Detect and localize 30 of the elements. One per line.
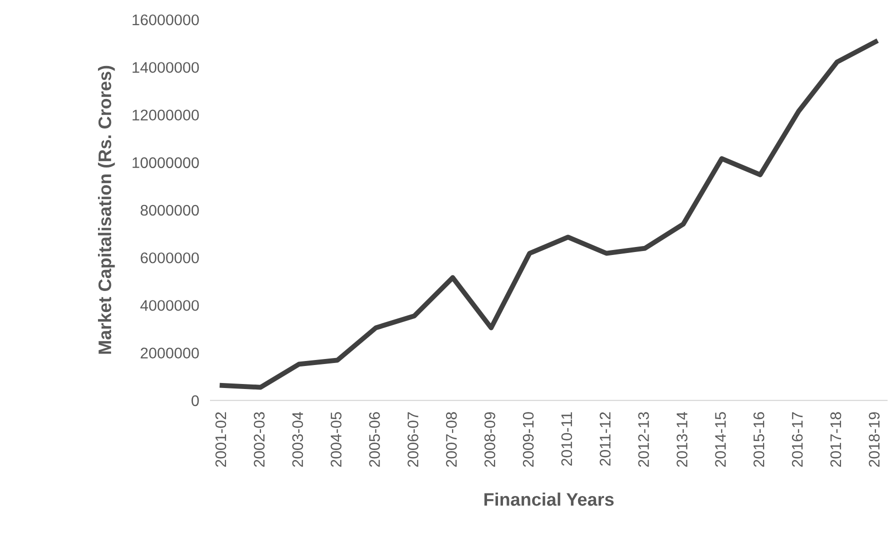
x-tick-label: 2001-02 <box>215 412 226 467</box>
line-series <box>220 39 878 390</box>
x-tick-label: 2012-13 <box>638 412 649 467</box>
y-tick-label: 14000000 <box>132 62 199 73</box>
x-tick-label: 2005-06 <box>369 412 380 467</box>
y-tick-label: 12000000 <box>132 110 199 120</box>
x-tick-label: 2002-03 <box>254 412 265 467</box>
x-tick-label: 2018-19 <box>868 412 880 467</box>
y-tick-label: 2000000 <box>140 348 199 358</box>
y-tick-label: 10000000 <box>132 157 199 168</box>
y-tick-label: 6000000 <box>140 252 199 264</box>
x-tick-label: 2013-14 <box>676 412 688 467</box>
x-tick-label: 2015-16 <box>753 412 764 467</box>
x-tick-label: 2010-11 <box>561 412 572 466</box>
y-tick-label: 4000000 <box>140 300 199 311</box>
x-axis-title: Financial Years <box>484 492 614 506</box>
x-tick-label: 2008-09 <box>484 412 496 467</box>
y-axis-title: Market Capitalisation (Rs. Crores) <box>98 66 115 354</box>
x-tick-label: 2016-17 <box>792 412 803 467</box>
x-tick-label: 2017-18 <box>830 412 842 467</box>
x-tick-label: 2009-10 <box>522 412 534 467</box>
y-tick-label: 16000000 <box>132 14 199 26</box>
x-tick-label: 2014-15 <box>715 412 726 467</box>
y-tick-label: 8000000 <box>140 204 199 216</box>
x-tick-label: 2011-12 <box>600 412 611 466</box>
x-tick-label: 2007-08 <box>446 412 457 467</box>
x-tick-label: 2006-07 <box>408 412 418 467</box>
y-tick-label: 0 <box>192 395 199 406</box>
x-tick-label: 2004-05 <box>330 412 342 467</box>
x-tick-label: 2003-04 <box>292 412 304 467</box>
